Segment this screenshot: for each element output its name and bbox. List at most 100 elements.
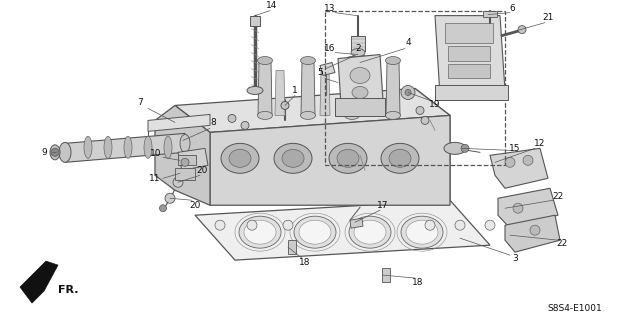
Text: 12: 12 xyxy=(534,139,546,148)
Text: 16: 16 xyxy=(324,44,336,53)
Polygon shape xyxy=(386,60,400,116)
Ellipse shape xyxy=(164,136,172,158)
Polygon shape xyxy=(483,11,497,17)
Ellipse shape xyxy=(349,216,391,248)
Bar xyxy=(445,23,493,43)
Ellipse shape xyxy=(144,136,152,158)
Text: 2: 2 xyxy=(355,44,361,53)
Polygon shape xyxy=(320,70,330,116)
Polygon shape xyxy=(258,60,272,116)
Polygon shape xyxy=(175,88,450,132)
Ellipse shape xyxy=(50,145,60,160)
Ellipse shape xyxy=(104,136,112,158)
Circle shape xyxy=(247,220,257,230)
Circle shape xyxy=(421,116,429,124)
Ellipse shape xyxy=(84,136,92,158)
Circle shape xyxy=(485,220,495,230)
Text: 1: 1 xyxy=(292,86,298,95)
Bar xyxy=(448,45,490,60)
Ellipse shape xyxy=(274,143,312,173)
Polygon shape xyxy=(65,133,185,162)
Text: 9: 9 xyxy=(41,148,47,157)
Ellipse shape xyxy=(344,57,360,65)
Circle shape xyxy=(416,107,424,115)
Text: 22: 22 xyxy=(552,192,564,201)
Ellipse shape xyxy=(257,111,273,119)
Circle shape xyxy=(215,220,225,230)
Bar xyxy=(175,168,195,180)
Circle shape xyxy=(505,157,515,167)
Bar xyxy=(448,64,490,78)
Ellipse shape xyxy=(229,149,251,167)
Polygon shape xyxy=(338,54,383,105)
Text: S8S4-E1001: S8S4-E1001 xyxy=(548,304,602,313)
Ellipse shape xyxy=(354,220,386,244)
Ellipse shape xyxy=(401,216,443,248)
Text: 14: 14 xyxy=(266,1,278,10)
Circle shape xyxy=(530,225,540,235)
Ellipse shape xyxy=(406,220,438,244)
Ellipse shape xyxy=(180,134,190,152)
Polygon shape xyxy=(505,215,560,252)
Text: FR.: FR. xyxy=(58,285,78,295)
Ellipse shape xyxy=(344,111,360,119)
Circle shape xyxy=(159,205,166,212)
Circle shape xyxy=(461,144,469,152)
Bar xyxy=(325,11,505,165)
Circle shape xyxy=(513,203,523,213)
Text: 18: 18 xyxy=(412,277,424,287)
Polygon shape xyxy=(351,36,365,51)
Text: 13: 13 xyxy=(324,4,336,13)
Polygon shape xyxy=(210,116,450,205)
Ellipse shape xyxy=(244,220,276,244)
Text: 8: 8 xyxy=(210,118,216,127)
Ellipse shape xyxy=(352,86,368,99)
Text: 20: 20 xyxy=(196,166,208,175)
Text: 17: 17 xyxy=(377,201,388,210)
Text: 5: 5 xyxy=(317,68,323,77)
Ellipse shape xyxy=(385,111,401,119)
Ellipse shape xyxy=(444,142,466,154)
Polygon shape xyxy=(490,148,548,188)
Text: 3: 3 xyxy=(512,254,518,263)
Circle shape xyxy=(241,121,249,129)
Polygon shape xyxy=(345,60,359,116)
Text: 15: 15 xyxy=(509,144,521,153)
Polygon shape xyxy=(498,188,558,228)
Ellipse shape xyxy=(221,143,259,173)
Text: 7: 7 xyxy=(137,98,143,107)
Circle shape xyxy=(401,85,415,100)
Circle shape xyxy=(181,158,189,166)
Circle shape xyxy=(518,26,526,34)
Ellipse shape xyxy=(351,49,365,57)
Polygon shape xyxy=(350,218,363,228)
Text: 11: 11 xyxy=(149,174,161,183)
Ellipse shape xyxy=(299,220,331,244)
Ellipse shape xyxy=(337,149,359,167)
Polygon shape xyxy=(435,16,505,95)
Ellipse shape xyxy=(282,149,304,167)
Text: 21: 21 xyxy=(542,13,554,22)
Ellipse shape xyxy=(350,68,370,84)
Polygon shape xyxy=(155,105,210,205)
Circle shape xyxy=(173,177,183,187)
Ellipse shape xyxy=(301,111,316,119)
Ellipse shape xyxy=(381,143,419,173)
Ellipse shape xyxy=(247,86,263,94)
Polygon shape xyxy=(415,88,450,205)
Ellipse shape xyxy=(329,143,367,173)
Ellipse shape xyxy=(301,57,316,65)
Bar xyxy=(288,240,296,254)
Text: 10: 10 xyxy=(150,149,162,158)
Polygon shape xyxy=(275,70,285,116)
Text: 20: 20 xyxy=(189,201,201,210)
Text: 4: 4 xyxy=(405,38,411,47)
Text: 18: 18 xyxy=(300,258,311,267)
Circle shape xyxy=(165,193,175,203)
Bar xyxy=(335,99,385,116)
Text: 6: 6 xyxy=(509,4,515,13)
Polygon shape xyxy=(363,70,373,116)
Circle shape xyxy=(455,220,465,230)
Circle shape xyxy=(405,90,411,95)
Polygon shape xyxy=(20,261,58,303)
